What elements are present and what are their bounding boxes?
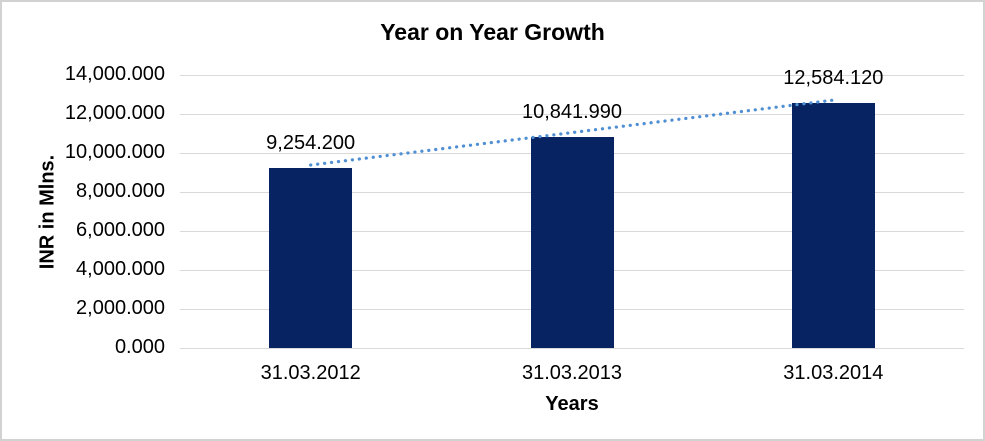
chart-title: Year on Year Growth <box>380 19 605 45</box>
gridline <box>180 75 964 76</box>
y-tick-label: 10,000.000 <box>64 141 165 164</box>
gridline <box>180 348 964 349</box>
y-tick-label: 6,000.000 <box>76 219 165 242</box>
y-tick-label: 2,000.000 <box>76 297 165 320</box>
data-label: 9,254.200 <box>266 131 356 154</box>
bar <box>530 136 614 348</box>
y-tick-label: 14,000.000 <box>64 63 165 86</box>
y-tick-label: 8,000.000 <box>76 180 165 203</box>
x-tick-label: 31.03.2013 <box>521 362 623 384</box>
y-axis-title: INR in Mlns. <box>36 154 59 270</box>
gridline <box>180 114 964 115</box>
bar <box>269 167 353 348</box>
x-axis-title: Years <box>545 393 599 415</box>
y-tick-label: 12,000.000 <box>64 102 165 125</box>
x-tick-label: 31.03.2014 <box>783 362 884 384</box>
plot-area <box>180 75 964 349</box>
y-tick-label: 0.000 <box>114 336 165 359</box>
bar <box>791 102 875 348</box>
y-tick-label: 4,000.000 <box>76 258 165 281</box>
data-label: 10,841.990 <box>521 100 623 123</box>
data-label: 12,584.120 <box>783 66 884 89</box>
x-tick-label: 31.03.2012 <box>260 362 361 384</box>
